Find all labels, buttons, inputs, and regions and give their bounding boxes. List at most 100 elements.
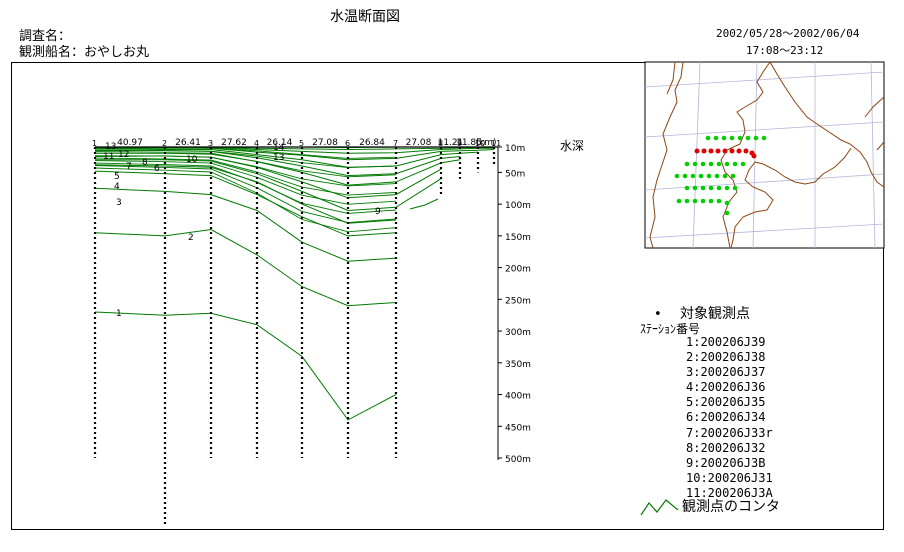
contour-legend-icon (640, 499, 679, 516)
contour-label: 3 (116, 198, 122, 208)
map-station-dot (713, 135, 719, 141)
location-map (644, 61, 885, 249)
map-station-dot (684, 185, 690, 191)
station-entry: 7:200206J33r (686, 425, 773, 440)
map-station-dot (692, 198, 698, 204)
depth-axis: 水深 (497, 139, 584, 460)
station-number: 11 (491, 139, 501, 148)
depth-tick-label: 250m (505, 296, 531, 306)
coastline (649, 61, 885, 249)
contour-lines (94, 146, 495, 421)
contour-line (94, 187, 397, 262)
map-station-dot (761, 135, 767, 141)
station-heading: ｽﾃｰｼｮﾝ番号 (640, 322, 701, 336)
contour-label: 5 (114, 172, 120, 182)
station-point-label: 対象観測点 (680, 306, 750, 322)
date-range: 2002/05/28～2002/06/04 (716, 27, 860, 40)
station-number: 1 (92, 139, 97, 148)
map-selected-dot (715, 148, 721, 154)
station-entry: 2:200206J38 (686, 350, 766, 365)
map-selected-dot (722, 148, 728, 154)
map-grid-line (644, 71, 885, 88)
contour-label: 1 (116, 309, 122, 319)
map-station-dot (708, 161, 714, 167)
station-number: 5 (299, 139, 304, 148)
map-station-dot (732, 185, 738, 191)
depth-tick-label: 400m (505, 392, 531, 402)
station-number: 4 (254, 139, 259, 148)
map-station-dot (740, 161, 746, 167)
depth-tick-label: 10m (505, 144, 525, 154)
map-station-dot (724, 161, 730, 167)
contour-label: 10 (186, 155, 198, 165)
plot-frame (11, 62, 884, 530)
map-station-dot (732, 161, 738, 167)
depth-tick-label: 100m (505, 201, 531, 211)
map-grid-line (644, 121, 885, 138)
map-station-dot (676, 198, 682, 204)
map-station-dot (737, 135, 743, 141)
contour-label: 7 (126, 162, 132, 172)
depth-tick-label: 350m (505, 360, 531, 370)
distance-labels: 40.97 26.41 27.62 26.14 27.08 26.84 27.08 11.21… (117, 138, 496, 148)
station-point-symbol: • (654, 307, 662, 322)
map-selected-dot (701, 148, 707, 154)
map-selected-dot (708, 148, 714, 154)
map-grid-line (692, 61, 701, 249)
contour-line (409, 198, 439, 210)
station-number: 2 (162, 139, 167, 148)
station-entry: 5:200206J35 (686, 395, 766, 410)
contour-label: 13 (105, 142, 116, 152)
contour-line (94, 311, 397, 421)
map-selected-dot (743, 148, 749, 154)
contour-legend-label: 観測点のコンタ (682, 499, 780, 515)
distance-label: 27.08 (406, 138, 432, 148)
distance-label: 40.97 (117, 138, 143, 148)
station-entry: 3:200206J37 (686, 365, 766, 380)
contour-label: 9 (375, 207, 381, 217)
map-station-dot (745, 135, 751, 141)
contour-line (94, 149, 479, 168)
station-number: 3 (208, 139, 213, 148)
depth-tick-label: 500m (505, 455, 531, 465)
map-frame (644, 61, 885, 249)
map-station-dot (682, 173, 688, 179)
station-dots (93, 146, 498, 525)
map-station-dot (698, 173, 704, 179)
contour-label: 12 (118, 150, 129, 160)
map-station-dot (692, 185, 698, 191)
map-station-dot (708, 185, 714, 191)
map-station-dot (716, 198, 722, 204)
contour-label: 4 (114, 182, 120, 192)
map-selected-dot (736, 148, 742, 154)
depth-axis-title: 水深 (560, 139, 584, 153)
depth-tick-label: 200m (505, 265, 531, 275)
map-station-dot (724, 210, 730, 216)
station-number-labels: 1 2 3 4 5 6 7 8 9 10 11 (92, 139, 501, 148)
map-station-dot (684, 161, 690, 167)
contour-label: 11 (103, 152, 114, 162)
map-selected-dot (729, 148, 735, 154)
station-number: 6 (345, 139, 350, 148)
map-station-dot (690, 173, 696, 179)
station-entry: 6:200206J34 (686, 410, 766, 425)
station-entry: 11:200206J3A (686, 485, 773, 500)
station-entry: 10:200206J31 (686, 470, 773, 485)
map-station-dot (674, 173, 680, 179)
station-number: 9 (457, 139, 462, 148)
map-station-dot (700, 185, 706, 191)
map-station-dot (692, 161, 698, 167)
distance-label: 11.85 (456, 138, 482, 148)
map-station-dot (724, 185, 730, 191)
time-range: 17:08～23:12 (746, 44, 824, 57)
contour-line (94, 170, 397, 237)
distance-label: (km) (475, 138, 496, 148)
station-entry: 4:200206J36 (686, 380, 766, 395)
depth-tick-label: 150m (505, 233, 531, 243)
map-station-dot (722, 173, 728, 179)
map-station-dot (716, 161, 722, 167)
station-list: 1:200206J39 2:200206J38 3:200206J37 4:20… (686, 335, 773, 501)
map-selected-dot (694, 148, 700, 154)
map-station-dot (708, 198, 714, 204)
